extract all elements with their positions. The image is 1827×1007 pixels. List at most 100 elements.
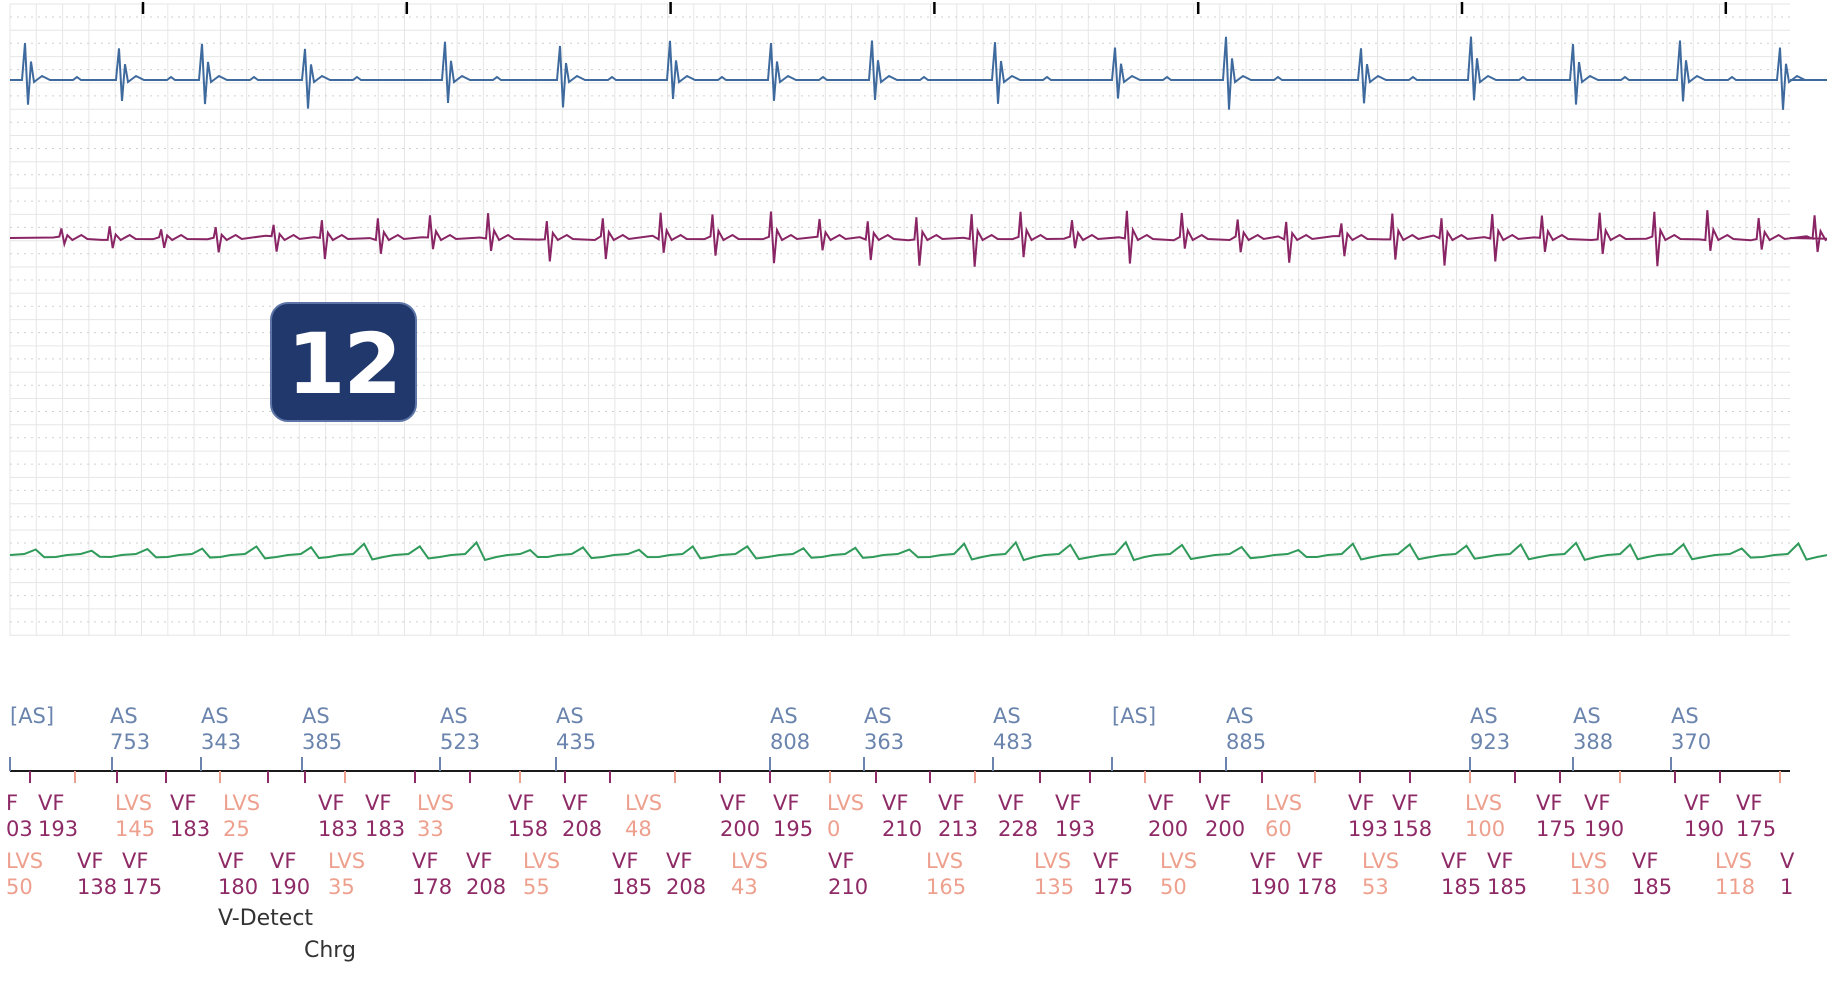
- marker-label: VF: [828, 849, 855, 873]
- egm-traces: [9, 36, 1827, 562]
- marker-interval: 200: [720, 817, 761, 841]
- vf-marker: VF 208: [466, 848, 506, 900]
- marker-interval: 183: [365, 817, 406, 841]
- marker-label: V: [1780, 849, 1795, 873]
- shock-egm-trace: [9, 540, 1827, 562]
- marker-label: LVS: [6, 849, 44, 873]
- marker-label: VF: [1055, 791, 1082, 815]
- vf-marker: VF 158: [508, 790, 548, 842]
- marker-label: VF: [466, 849, 493, 873]
- marker-interval: 195: [773, 817, 814, 841]
- vf-marker: VF 175: [122, 848, 162, 900]
- marker-interval: 193: [1348, 817, 1389, 841]
- as-marker: AS 885: [1226, 703, 1266, 755]
- marker-label: AS: [1470, 704, 1498, 728]
- marker-label: VF: [270, 849, 297, 873]
- marker-label: LVS: [223, 791, 261, 815]
- charge-event: Chrg: [304, 938, 356, 963]
- marker-label: VF: [412, 849, 439, 873]
- marker-label: VF: [1297, 849, 1324, 873]
- marker-interval: 343: [201, 730, 242, 754]
- marker-label: VF: [218, 849, 245, 873]
- marker-interval: 185: [1441, 875, 1482, 899]
- marker-label: LVS: [827, 791, 865, 815]
- vf-marker: VF 185: [612, 848, 652, 900]
- marker-interval: 200: [1205, 817, 1246, 841]
- marker-interval: 165: [926, 875, 967, 899]
- marker-label: AS: [201, 704, 229, 728]
- marker-interval: 183: [318, 817, 359, 841]
- lvs-marker: LVS 53: [1362, 848, 1399, 900]
- vf-marker: VF 185: [1632, 848, 1672, 900]
- marker-label: LVS: [731, 849, 769, 873]
- vf-marker: VF 190: [270, 848, 310, 900]
- marker-interval: 175: [1093, 875, 1134, 899]
- marker-interval: 388: [1573, 730, 1614, 754]
- marker-interval: 208: [466, 875, 507, 899]
- marker-interval: 370: [1671, 730, 1712, 754]
- as-marker: AS 753: [110, 703, 150, 755]
- marker-interval: 60: [1265, 817, 1292, 841]
- marker-label: F: [6, 791, 19, 815]
- marker-label: AS: [864, 704, 892, 728]
- marker-interval: 193: [1055, 817, 1096, 841]
- marker-label: VF: [612, 849, 639, 873]
- marker-label: AS: [440, 704, 468, 728]
- vf-marker: VF 183: [318, 790, 358, 842]
- vf-marker: F 03: [6, 790, 33, 842]
- marker-label: VF: [1392, 791, 1419, 815]
- vf-marker: VF 193: [38, 790, 78, 842]
- marker-label: VF: [998, 791, 1025, 815]
- ventricular-egm-trace: [9, 210, 1827, 267]
- as-marker: [AS]: [10, 703, 54, 729]
- marker-interval: 190: [1250, 875, 1291, 899]
- marker-interval: 43: [731, 875, 758, 899]
- marker-interval: 190: [1584, 817, 1625, 841]
- marker-interval: 50: [1160, 875, 1187, 899]
- marker-interval: 523: [440, 730, 481, 754]
- lvs-marker: LVS 50: [1160, 848, 1197, 900]
- marker-label: LVS: [1034, 849, 1072, 873]
- marker-interval: 483: [993, 730, 1034, 754]
- v-detect-event: V-Detect: [218, 906, 314, 931]
- marker-interval: 158: [1392, 817, 1433, 841]
- marker-interval: 185: [612, 875, 653, 899]
- marker-label: LVS: [417, 791, 455, 815]
- vf-marker: VF 200: [1148, 790, 1188, 842]
- marker-interval: 385: [302, 730, 343, 754]
- vf-marker: VF 183: [170, 790, 210, 842]
- marker-interval: 0: [827, 817, 841, 841]
- marker-label: VF: [1536, 791, 1563, 815]
- marker-interval: 208: [562, 817, 603, 841]
- marker-label: LVS: [1265, 791, 1303, 815]
- marker-interval: 175: [122, 875, 163, 899]
- marker-interval: 185: [1487, 875, 1528, 899]
- marker-interval: 35: [328, 875, 355, 899]
- vf-marker: VF 210: [882, 790, 922, 842]
- lvs-marker: LVS 165: [926, 848, 966, 900]
- marker-label: LVS: [926, 849, 964, 873]
- marker-label: VF: [882, 791, 909, 815]
- as-marker: AS 923: [1470, 703, 1510, 755]
- vf-marker: VF 200: [1205, 790, 1245, 842]
- marker-interval: 190: [270, 875, 311, 899]
- figure-number-badge: 12: [270, 302, 417, 422]
- marker-interval: 213: [938, 817, 979, 841]
- marker-label: VF: [1250, 849, 1277, 873]
- marker-channel-line: [9, 757, 1790, 783]
- lvs-marker: LVS 100: [1465, 790, 1505, 842]
- marker-interval: 158: [508, 817, 549, 841]
- vf-marker: VF 183: [365, 790, 405, 842]
- marker-interval: 53: [1362, 875, 1389, 899]
- vf-marker: VF 185: [1487, 848, 1527, 900]
- marker-label: LVS: [1160, 849, 1198, 873]
- marker-interval: 753: [110, 730, 151, 754]
- marker-label: VF: [1584, 791, 1611, 815]
- marker-interval: 200: [1148, 817, 1189, 841]
- lvs-marker: LVS 145: [115, 790, 155, 842]
- marker-interval: 210: [882, 817, 923, 841]
- marker-interval: 178: [1297, 875, 1338, 899]
- vf-marker: VF 138: [77, 848, 117, 900]
